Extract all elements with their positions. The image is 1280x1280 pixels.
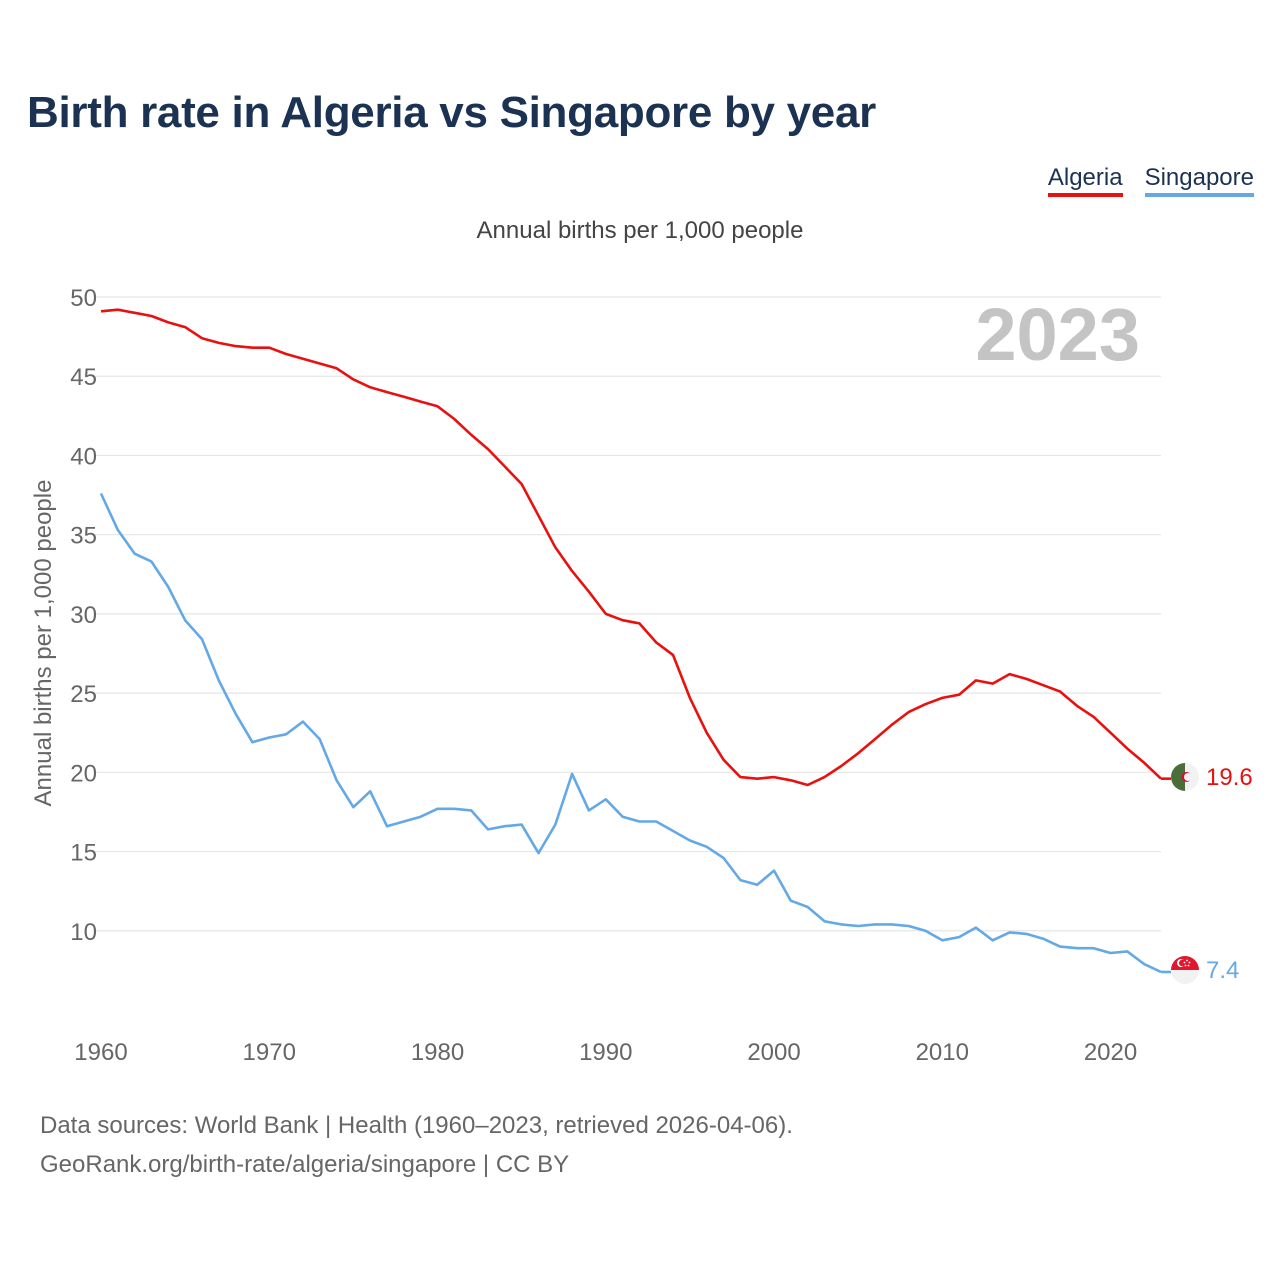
series-line-algeria — [100, 308, 1162, 787]
x-tick-label: 2020 — [1084, 1039, 1137, 1066]
y-tick-label: 20 — [70, 760, 97, 787]
chart-subtitle: Annual births per 1,000 people — [476, 217, 804, 244]
source-note: Data sources: World Bank | Health (1960–… — [40, 1106, 793, 1184]
x-tick-label: 1980 — [411, 1039, 464, 1066]
algeria-end-value: 19.6 — [1206, 764, 1253, 791]
year-watermark: 2023 — [975, 293, 1140, 376]
y-tick-label: 25 — [70, 681, 97, 708]
algeria-flag-icon — [1171, 763, 1199, 791]
x-tick-label: 1990 — [579, 1039, 632, 1066]
source-line-1: Data sources: World Bank | Health (1960–… — [40, 1112, 793, 1139]
legend-item-algeria[interactable]: Algeria — [1047, 164, 1123, 197]
y-tick-label: 35 — [70, 523, 97, 550]
grid-lines — [95, 296, 1161, 932]
y-tick-label: 30 — [70, 602, 97, 629]
end-markers: 19.6 7.4 — [1171, 763, 1253, 984]
x-tick-label: 2000 — [747, 1039, 800, 1066]
source-line-2[interactable]: GeoRank.org/birth-rate/algeria/singapore… — [40, 1151, 570, 1178]
y-tick-label: 50 — [70, 285, 97, 312]
y-tick-label: 45 — [70, 364, 97, 391]
y-tick-label: 15 — [70, 840, 97, 867]
y-axis-label: Annual births per 1,000 people — [30, 480, 57, 807]
singapore-flag-icon — [1171, 956, 1199, 984]
y-axis-ticks: 10 15 20 25 30 35 40 45 50 — [70, 285, 97, 946]
series-line-singapore — [99, 492, 1162, 974]
x-tick-label: 1970 — [243, 1039, 296, 1066]
x-axis-ticks: 1960 1970 1980 1990 2000 2010 2020 — [74, 1039, 1137, 1066]
legend-item-singapore[interactable]: Singapore — [1144, 164, 1254, 197]
y-tick-label: 40 — [70, 443, 97, 470]
x-tick-label: 2010 — [916, 1039, 969, 1066]
y-tick-label: 10 — [70, 919, 97, 946]
chart-title: Birth rate in Algeria vs Singapore by ye… — [27, 88, 876, 137]
x-tick-label: 1960 — [74, 1039, 127, 1066]
series-lines — [99, 308, 1171, 974]
singapore-end-value: 7.4 — [1206, 957, 1239, 984]
legend: Algeria Singapore — [1047, 164, 1254, 197]
